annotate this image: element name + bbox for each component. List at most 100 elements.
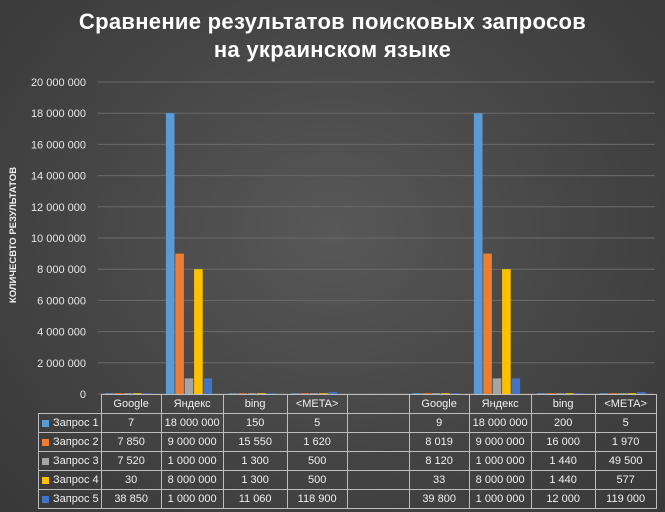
y-tick-label: 10 000 000 [31, 233, 86, 245]
bar-4-7 [502, 269, 511, 394]
bar-3-4 [309, 393, 319, 394]
category-label [346, 394, 410, 414]
data-label: 1 970 [594, 432, 657, 452]
data-label [346, 470, 410, 490]
data-label: 8 000 000 [160, 470, 224, 490]
y-tick-label: 8 000 000 [37, 264, 86, 276]
bar-3-3 [247, 393, 257, 394]
series-label: Запрос 2 [38, 432, 102, 452]
data-label: 8 019 [408, 432, 470, 452]
data-label: 8 120 [408, 451, 470, 471]
bar-4-2 [194, 269, 203, 394]
bar-2-7 [483, 253, 492, 394]
category-label: Яндекс [468, 394, 532, 414]
bar-5-4 [328, 392, 338, 394]
data-label: 1 440 [530, 470, 596, 490]
series-name: Запрос 3 [53, 455, 99, 467]
bar-1-9 [599, 393, 608, 394]
data-label: 1 300 [222, 451, 288, 471]
bar-3-9 [618, 393, 627, 394]
bar-4-1 [133, 393, 142, 394]
category-label: bing [222, 394, 288, 414]
data-label: 7 850 [100, 432, 162, 452]
bar-5-9 [637, 392, 646, 394]
series-name: Запрос 4 [53, 474, 99, 486]
y-tick-label: 16 000 000 [31, 139, 86, 151]
bar-4-4 [319, 393, 328, 394]
series-label: Запрос 4 [38, 470, 102, 490]
y-tick-label: 6 000 000 [37, 295, 86, 307]
data-label: 577 [594, 470, 657, 490]
data-label: 7 520 [100, 451, 162, 471]
data-label: 1 620 [286, 432, 348, 452]
bar-1-7 [473, 113, 483, 394]
table-row: Запрос 4 30 8 000 000 1 300 500 33 8 000 000 1 … [38, 470, 657, 490]
series-name: Запрос 2 [53, 436, 99, 448]
table-row: Запрос 1 7 18 000 000 150 5 9 18 000 000 200 5 [38, 413, 657, 433]
data-label: 5 [286, 413, 348, 433]
series-label: Запрос 1 [38, 413, 102, 433]
data-label: 15 550 [222, 432, 288, 452]
data-label: 9 000 000 [160, 432, 224, 452]
bar-2-2 [175, 253, 184, 394]
bar-5-8 [574, 393, 584, 394]
bar-5-1 [142, 393, 152, 394]
data-label [346, 432, 410, 452]
data-label: 1 000 000 [468, 489, 532, 509]
table-corner [38, 394, 102, 414]
bar-1-3 [228, 393, 238, 394]
category-label: bing [530, 394, 596, 414]
y-tick-label: 18 000 000 [31, 108, 86, 120]
data-label: 7 [100, 413, 162, 433]
y-tick-label: 4 000 000 [37, 327, 86, 339]
table-header-row: Google Яндекс bing <META> Google Яндекс bing <M… [38, 394, 657, 414]
bar-1-2 [165, 113, 175, 394]
data-label: 118 900 [286, 489, 348, 509]
bars [104, 113, 646, 394]
series-name: Запрос 5 [53, 493, 99, 505]
bar-5-7 [511, 378, 521, 394]
bar-2-1 [114, 393, 123, 394]
bar-3-7 [492, 378, 502, 394]
category-label: Google [100, 394, 162, 414]
y-tick-label: 12 000 000 [31, 202, 86, 214]
data-label: 1 000 000 [160, 451, 224, 471]
data-label: 8 000 000 [468, 470, 532, 490]
data-label: 119 000 [594, 489, 657, 509]
data-label: 1 300 [222, 470, 288, 490]
bar-5-2 [203, 378, 213, 394]
data-label: 5 [594, 413, 657, 433]
bar-1-1 [104, 393, 114, 394]
data-label: 39 800 [408, 489, 470, 509]
data-label [346, 451, 410, 471]
y-tick-label: 2 000 000 [37, 358, 86, 370]
bar-4-3 [257, 393, 266, 394]
bar-4-6 [441, 393, 450, 394]
data-label [346, 489, 410, 509]
series-label: Запрос 5 [38, 489, 102, 509]
bar-3-6 [431, 393, 441, 394]
data-label: 9 [408, 413, 470, 433]
data-label: 1 440 [530, 451, 596, 471]
data-label: 1 000 000 [160, 489, 224, 509]
data-label: 33 [408, 470, 470, 490]
chart-title-line-1: Сравнение результатов поисковых запросов [78, 9, 587, 34]
data-label: 12 000 [530, 489, 596, 509]
data-label [346, 413, 410, 433]
data-label: 1 000 000 [468, 451, 532, 471]
legend-key-icon [42, 419, 49, 427]
chart-title-line-2: на украинском языке [213, 37, 452, 62]
bar-3-8 [555, 393, 565, 394]
bar-3-1 [123, 393, 133, 394]
category-label: <META> [594, 394, 657, 414]
category-label: Яндекс [160, 394, 224, 414]
data-label: 9 000 000 [468, 432, 532, 452]
bar-5-6 [450, 393, 460, 394]
data-label: 18 000 000 [468, 413, 532, 433]
bar-2-6 [422, 393, 431, 394]
bar-2-8 [546, 393, 555, 394]
bar-4-9 [627, 393, 637, 394]
data-label: 11 060 [222, 489, 288, 509]
